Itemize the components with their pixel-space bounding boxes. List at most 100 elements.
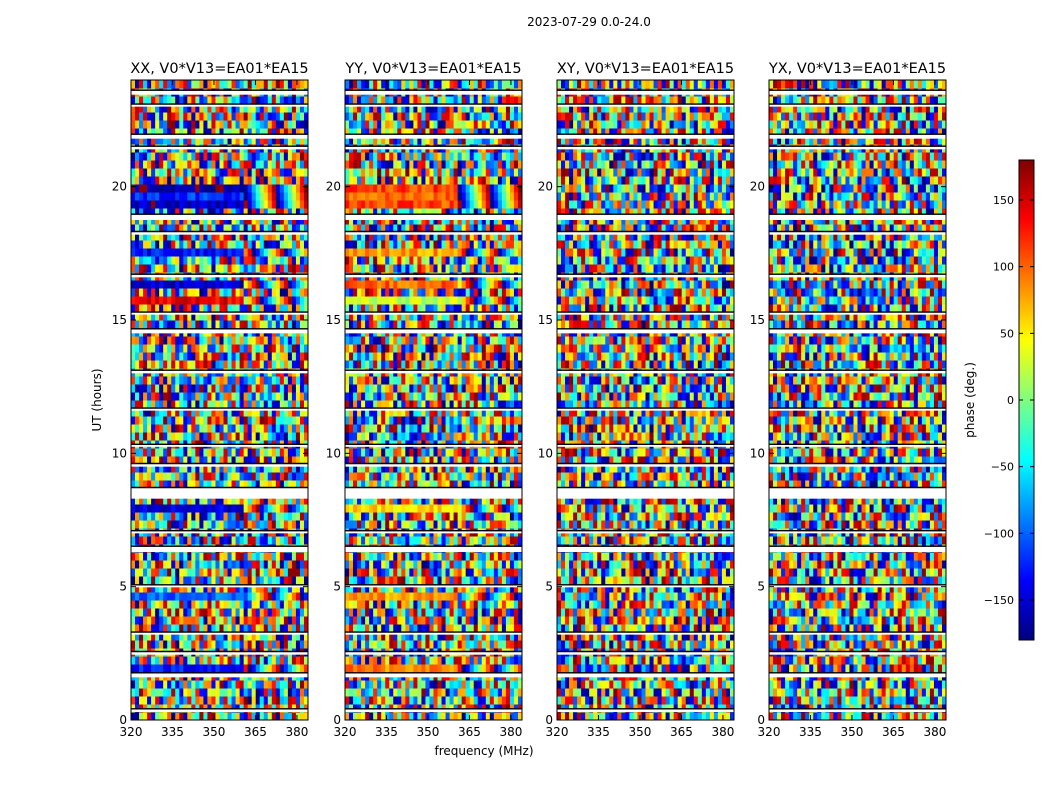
phase-cell <box>155 408 160 417</box>
phase-cell <box>163 400 168 409</box>
phase-cell <box>159 472 164 481</box>
phase-cell <box>195 424 200 433</box>
phase-cell <box>259 560 265 569</box>
phase-cell <box>219 360 225 369</box>
phase-cell <box>299 712 305 721</box>
phase-cell <box>295 256 301 265</box>
phase-cell <box>251 288 257 297</box>
phase-cell <box>255 248 261 257</box>
phase-cell <box>393 624 398 633</box>
phase-cell <box>429 712 434 721</box>
phase-cell <box>247 208 253 217</box>
phase-cell <box>291 104 297 113</box>
phase-cell <box>131 600 136 609</box>
phase-cell <box>223 496 229 505</box>
phase-cell <box>135 424 140 433</box>
phase-cell <box>287 120 293 129</box>
phase-cell <box>417 536 422 545</box>
phase-cell <box>303 536 309 545</box>
phase-cell <box>417 480 422 489</box>
phase-cell <box>381 576 386 585</box>
phase-cell <box>295 464 301 473</box>
phase-cell <box>303 336 309 345</box>
phase-cell <box>163 336 168 345</box>
phase-cell <box>445 616 451 625</box>
phase-cell <box>215 304 220 313</box>
phase-cell <box>271 584 277 593</box>
phase-cell <box>235 496 241 505</box>
phase-cell <box>433 480 439 489</box>
phase-cell <box>215 80 220 89</box>
phase-cell <box>441 640 447 649</box>
phase-cell <box>243 464 249 473</box>
phase-cell <box>291 608 297 617</box>
phase-cell <box>215 496 220 505</box>
phase-cell <box>215 536 220 545</box>
phase-cell <box>207 200 212 209</box>
phase-cell <box>159 608 164 617</box>
phase-cell <box>481 696 487 705</box>
phase-cell <box>497 560 503 569</box>
phase-cell <box>131 112 136 121</box>
phase-cell <box>385 504 390 513</box>
phase-cell <box>353 560 358 569</box>
phase-cell <box>215 584 220 593</box>
phase-cell <box>441 584 447 593</box>
phase-cell <box>291 424 297 433</box>
phase-cell <box>453 472 459 481</box>
phase-cell <box>369 632 374 641</box>
phase-cell <box>429 688 434 697</box>
phase-cell <box>369 712 374 721</box>
phase-cell <box>361 600 366 609</box>
phase-cell <box>481 632 487 641</box>
phase-cell <box>195 392 200 401</box>
phase-cell <box>195 512 200 521</box>
phase-cell <box>357 464 362 473</box>
phase-cell <box>425 624 430 633</box>
phase-cell <box>187 512 192 521</box>
phase-cell <box>279 536 285 545</box>
phase-cell <box>465 680 471 689</box>
phase-cell <box>139 168 144 177</box>
phase-cell <box>259 200 265 209</box>
phase-cell <box>271 320 277 329</box>
phase-cell <box>493 600 499 609</box>
phase-cell <box>151 480 156 489</box>
phase-cell <box>179 424 184 433</box>
phase-cell <box>409 584 414 593</box>
phase-cell <box>453 592 459 601</box>
phase-cell <box>303 480 309 489</box>
phase-cell <box>243 224 249 233</box>
phase-cell <box>429 568 434 577</box>
phase-cell <box>159 192 164 201</box>
phase-cell <box>481 472 487 481</box>
phase-cell <box>243 96 249 105</box>
phase-cell <box>215 232 220 241</box>
phase-cell <box>401 688 406 697</box>
phase-cell <box>259 568 265 577</box>
phase-cell <box>187 464 192 473</box>
phase-cell <box>445 664 451 673</box>
phase-cell <box>291 640 297 649</box>
phase-cell <box>299 456 305 465</box>
phase-cell <box>361 584 366 593</box>
phase-cell <box>287 424 293 433</box>
phase-cell <box>163 240 168 249</box>
phase-cell <box>211 472 216 481</box>
phase-cell <box>183 600 188 609</box>
phase-cell <box>151 112 156 121</box>
phase-cell <box>429 504 434 513</box>
phase-cell <box>159 360 164 369</box>
phase-cell <box>163 512 168 521</box>
phase-cell <box>349 680 354 689</box>
phase-cell <box>291 624 297 633</box>
phase-cell <box>223 656 229 665</box>
phase-cell <box>235 320 241 329</box>
phase-cell <box>381 640 386 649</box>
phase-cell <box>397 480 402 489</box>
phase-cell <box>151 208 156 217</box>
phase-cell <box>227 408 233 417</box>
phase-cell <box>155 496 160 505</box>
phase-cell <box>163 456 168 465</box>
phase-cell <box>345 552 350 561</box>
